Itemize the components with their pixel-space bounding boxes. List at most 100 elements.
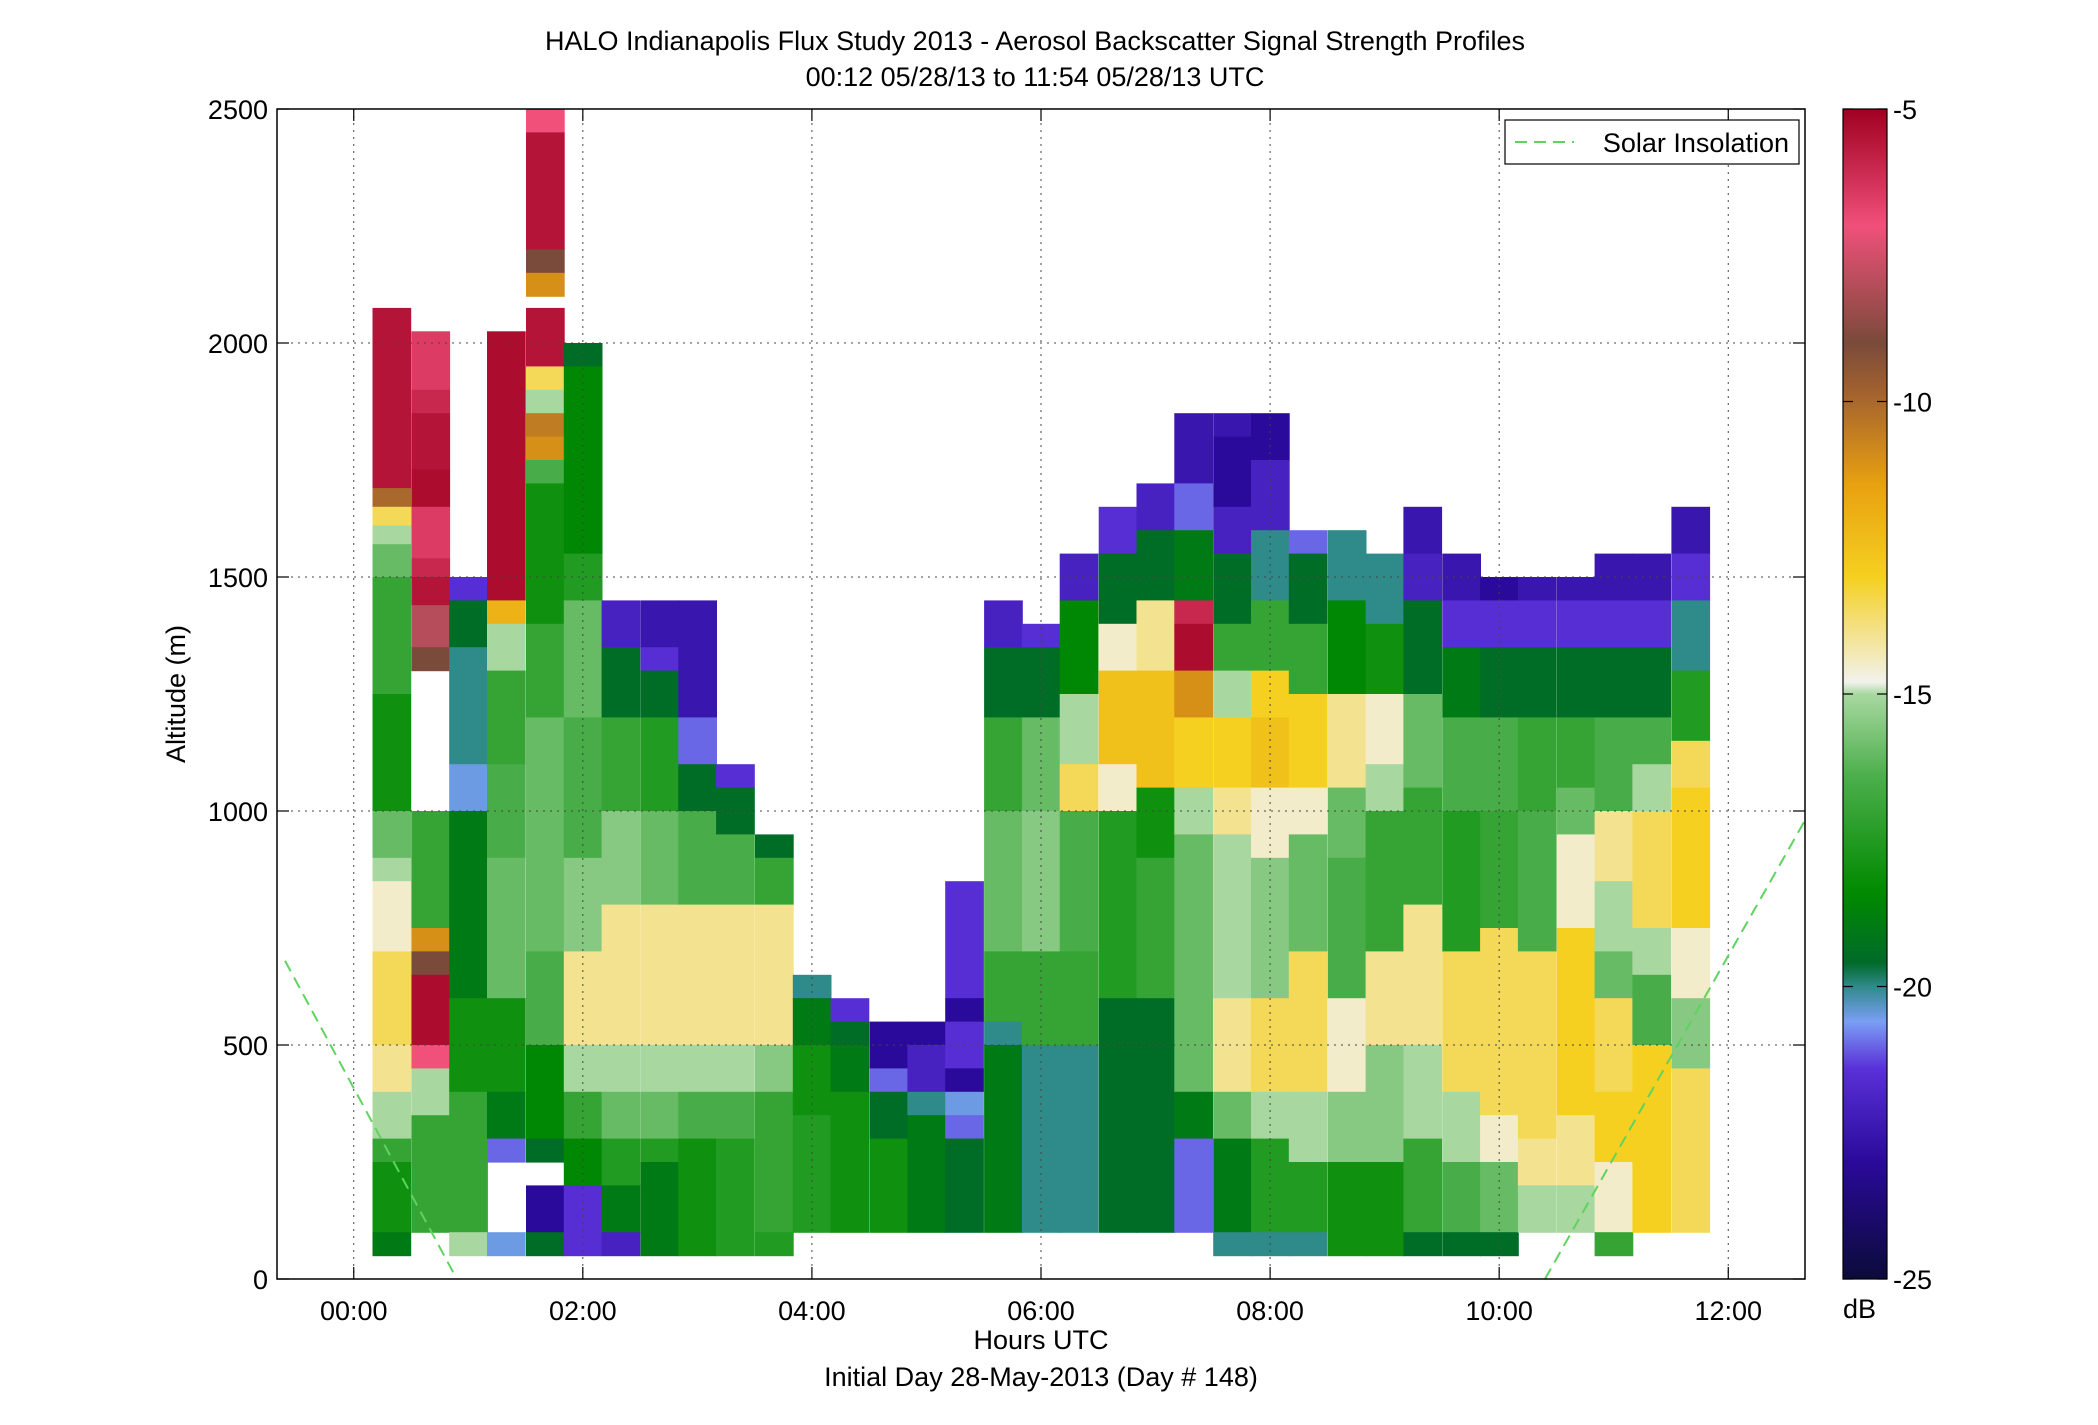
heat-cell-18-1 [1059,600,1099,695]
heat-cell-3-5 [487,857,526,999]
heat-cell-20-0 [1136,483,1176,531]
heat-cell-21-5 [1174,670,1213,718]
heat-cell-0-14 [372,1162,412,1233]
heat-cell-19-1 [1098,553,1138,625]
y-tick-label: 500 [223,1031,268,1061]
heat-cell-33-4 [1632,764,1672,812]
x-tick-label: 10:00 [1465,1296,1533,1326]
heat-cell-4-11 [526,623,565,718]
heat-cell-19-5 [1098,811,1138,999]
heat-cell-32-10 [1594,1232,1634,1257]
heat-cell-1-2 [411,413,451,470]
heat-cell-34-7 [1671,998,1711,1069]
heat-cell-7-7 [640,1091,680,1140]
heat-cell-0-8 [372,857,412,882]
heat-cell-32-4 [1594,811,1634,882]
heat-cell-9-5 [716,1091,755,1140]
heat-cell-21-0 [1174,413,1213,484]
heat-cell-25-7 [1327,1162,1367,1257]
heat-cell-30-3 [1517,717,1557,812]
heat-cell-21-4 [1174,623,1213,672]
heat-cell-19-2 [1098,623,1138,672]
heat-cell-8-4 [678,904,717,1046]
heat-cell-28-4 [1442,811,1481,952]
heat-cell-9-1 [716,787,755,835]
heat-cell-33-3 [1632,717,1672,765]
heat-cell-4-1 [526,132,565,250]
heat-cell-21-10 [1174,1138,1213,1233]
heat-cell-9-6 [716,1138,755,1257]
heat-cell-1-12 [411,974,451,1046]
heat-cell-14-1 [907,1045,947,1093]
heat-cell-21-3 [1174,600,1213,625]
heat-cell-20-6 [1136,998,1176,1233]
heat-cell-2-2 [449,647,488,765]
heat-cell-4-15 [526,1138,565,1163]
heat-cell-29-1 [1480,600,1519,648]
heat-cell-21-6 [1174,717,1213,789]
heat-cell-21-1 [1174,483,1213,531]
x-tick-label: 02:00 [549,1296,617,1326]
heat-cell-3-4 [487,764,526,859]
heat-cell-31-5 [1556,834,1596,929]
heat-cell-5-3 [563,600,603,718]
y-axis-label: Altitude (m) [161,625,191,763]
heat-cell-26-0 [1365,553,1405,625]
heat-cell-23-5 [1251,717,1290,789]
heat-cell-26-3 [1365,764,1405,812]
heat-cell-27-7 [1403,1138,1443,1233]
heat-cell-2-6 [449,1091,488,1233]
heat-cell-27-6 [1403,1045,1443,1140]
heat-cell-28-8 [1442,1232,1481,1257]
heat-cell-33-6 [1632,928,1672,976]
chart-title: HALO Indianapolis Flux Study 2013 - Aero… [545,26,1525,56]
heat-cell-0-13 [372,1138,412,1163]
x-tick-label: 04:00 [778,1296,846,1326]
heat-cell-7-5 [640,904,680,1046]
heat-cell-27-8 [1403,1232,1443,1257]
heat-cell-27-1 [1403,553,1443,601]
heat-cell-4-17 [526,1232,565,1257]
heat-cell-24-8 [1288,1162,1328,1233]
heat-cell-1-15 [411,1115,451,1233]
heat-cell-22-8 [1213,834,1252,999]
y-tick-label: 2500 [208,95,268,125]
heat-cell-20-3 [1136,670,1176,789]
heat-cell-18-4 [1059,811,1099,952]
heat-cell-0-3 [372,525,412,545]
heat-cell-20-5 [1136,857,1176,999]
heat-cell-15-5 [945,1115,984,1140]
heat-cell-34-4 [1671,740,1711,789]
heat-cell-9-4 [716,1045,755,1093]
heat-cell-1-14 [411,1068,451,1116]
heat-cell-6-7 [601,1138,641,1186]
heat-cell-25-4 [1327,857,1367,999]
heat-cell-13-0 [869,1021,909,1069]
heat-cell-3-8 [487,1138,526,1163]
heat-cell-4-7 [526,413,565,438]
heat-cell-22-5 [1213,670,1252,718]
heat-cell-22-2 [1213,506,1252,555]
heat-cell-29-0 [1480,577,1519,601]
heat-cell-22-4 [1213,623,1252,672]
heat-cell-1-8 [411,647,451,672]
heat-cell-8-0 [678,600,717,718]
heat-cell-15-4 [945,1091,984,1116]
heat-cell-26-4 [1365,811,1405,952]
heat-cell-25-6 [1327,1091,1367,1163]
heat-cell-28-5 [1442,951,1481,1093]
heat-cell-4-13 [526,951,565,1046]
heat-cell-4-16 [526,1185,565,1233]
heat-cell-1-6 [411,577,451,606]
heat-cell-28-7 [1442,1162,1481,1233]
heat-cell-0-5 [372,577,412,695]
heat-cell-20-1 [1136,530,1176,601]
heat-cell-31-4 [1556,787,1596,835]
heat-cell-34-3 [1671,670,1711,742]
heat-cell-2-4 [449,811,488,999]
heat-cell-4-14 [526,1045,565,1140]
heat-cell-25-3 [1327,787,1367,859]
heat-cell-23-10 [1251,1138,1290,1233]
heat-cell-30-7 [1517,1185,1557,1233]
colorbar-tick-label: -15 [1893,680,1932,710]
